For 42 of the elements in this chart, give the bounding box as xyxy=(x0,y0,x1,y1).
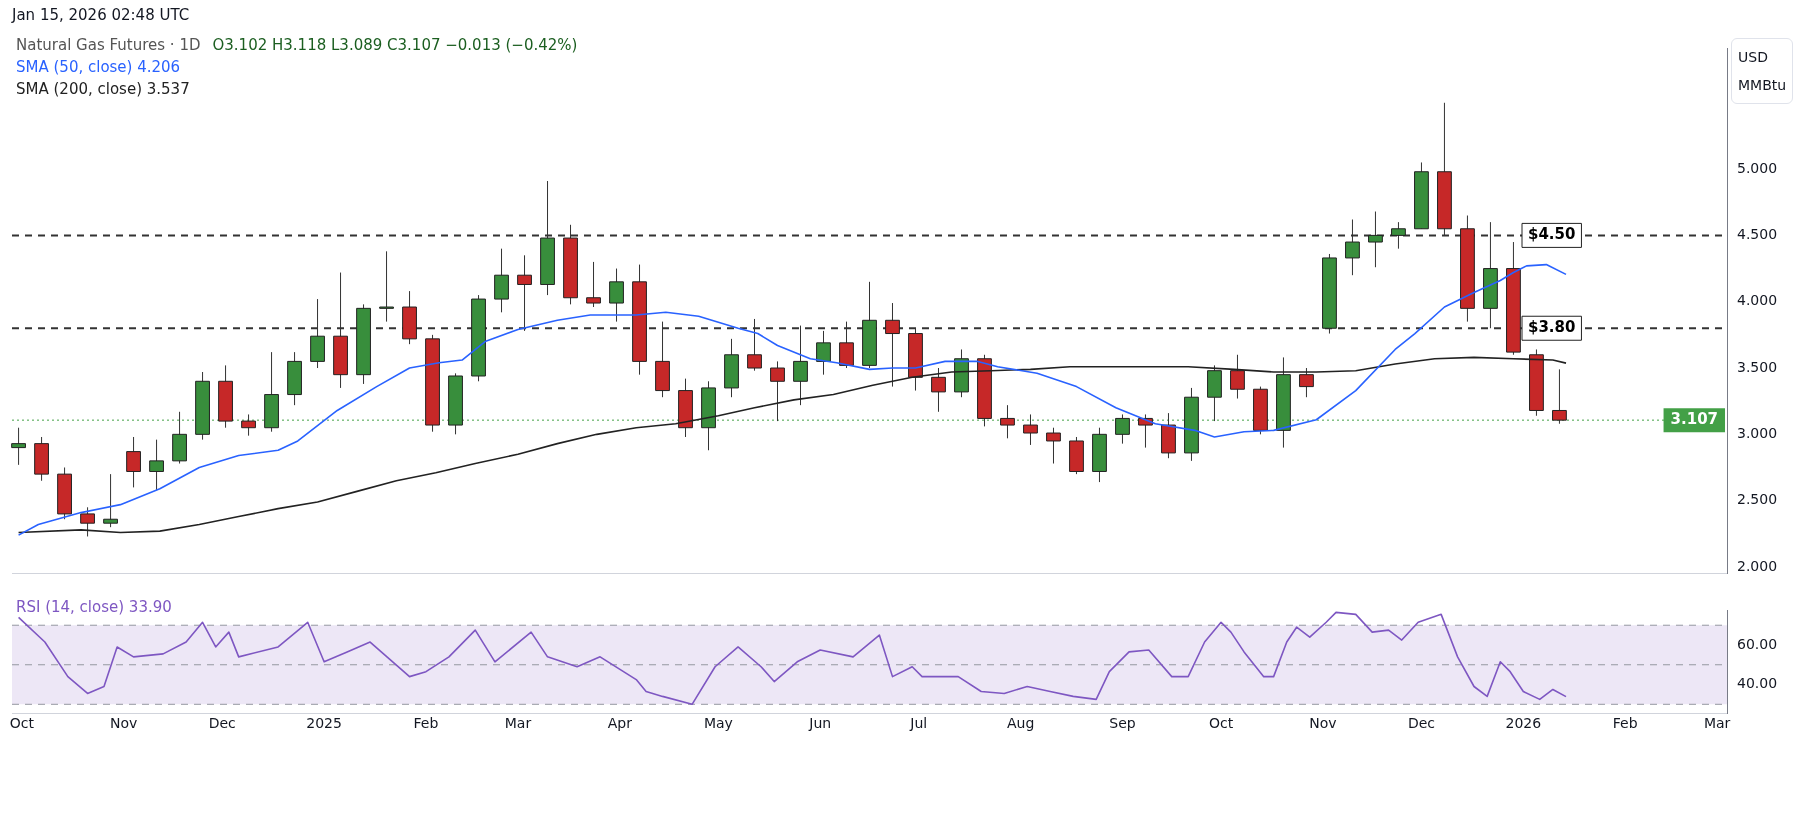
text: SMA (200, close) 3.537 xyxy=(16,79,191,100)
x-tick-label: Apr xyxy=(607,715,633,732)
x-tick-label: Mar xyxy=(504,715,532,732)
series-label: RSI (14, close) 33.90 xyxy=(16,597,172,618)
x-tick-label: Dec xyxy=(208,715,236,732)
x-tick-label: Oct xyxy=(9,715,35,732)
text: SMA (50, close) 4.206 xyxy=(16,57,182,78)
x-tick-label: 2025 xyxy=(306,715,342,732)
x-tick-label: Aug xyxy=(1006,715,1035,732)
y-axis-title: USD MMBtu xyxy=(1731,38,1793,104)
y-tick-label: 3.500 xyxy=(1737,358,1778,375)
y-tick-label: 3.000 xyxy=(1737,424,1778,441)
x-tick-label: Feb xyxy=(413,715,439,732)
ref-line-label: $3.80 xyxy=(1528,318,1576,337)
y-tick-label: 2.000 xyxy=(1737,557,1778,574)
x-tick-label: Dec xyxy=(1407,715,1435,732)
x-tick-label: Jul xyxy=(909,715,928,732)
ref-line-label: $4.50 xyxy=(1528,225,1576,244)
chart-title: Natural Gas Futures · 1D xyxy=(16,36,201,54)
candlestick xyxy=(126,436,141,488)
y-tick-label: 5.000 xyxy=(1737,159,1778,176)
x-tick-label: May xyxy=(703,715,733,732)
candlestick xyxy=(149,439,164,491)
x-tick-label: Nov xyxy=(110,715,138,732)
x-tick-label: Nov xyxy=(1309,715,1337,732)
x-tick-label: Jun xyxy=(808,715,832,732)
y-tick-label: 40.00 xyxy=(1737,675,1778,692)
text: Jan 15, 2026 02:48 UTC xyxy=(12,6,190,24)
chart-subtitle: O3.102 H3.118 L3.089 C3.107 −0.013 (−0.42%) xyxy=(212,36,578,54)
x-tick-label: Mar xyxy=(1703,715,1731,732)
candlestick xyxy=(586,261,601,308)
y-tick-label: 4.500 xyxy=(1737,226,1778,243)
ref-line-label: 3.107 xyxy=(1670,410,1719,429)
x-tick-label: 2026 xyxy=(1505,715,1542,732)
x-tick-label: Feb xyxy=(1612,715,1638,732)
candlestick xyxy=(609,268,624,323)
y-tick-label: 4.000 xyxy=(1737,292,1778,309)
x-tick-label: Oct xyxy=(1208,715,1234,732)
candlestick xyxy=(816,330,831,376)
y-tick-label: 60.00 xyxy=(1737,635,1778,652)
y-tick-label: 2.500 xyxy=(1737,491,1778,508)
x-tick-label: Sep xyxy=(1109,715,1136,732)
